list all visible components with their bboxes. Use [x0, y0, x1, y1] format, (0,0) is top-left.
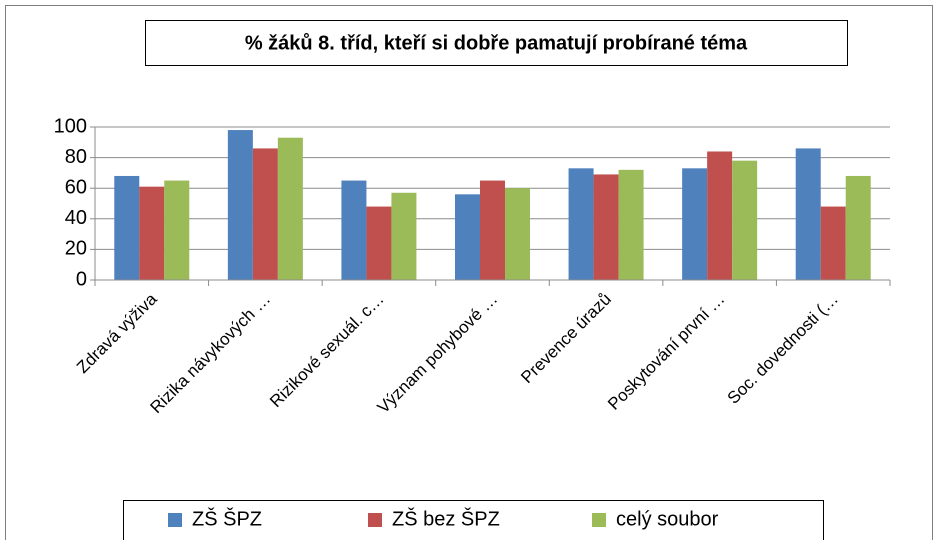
bar — [455, 194, 480, 280]
legend-swatch — [592, 513, 606, 527]
bar — [480, 180, 505, 280]
bar — [164, 180, 190, 280]
y-tick-label: 40 — [65, 207, 87, 229]
legend-swatch — [368, 513, 382, 527]
bar — [391, 192, 417, 280]
bar — [593, 174, 619, 280]
bar — [845, 175, 871, 280]
legend-swatch — [168, 513, 182, 527]
bar — [277, 137, 303, 280]
bar — [568, 168, 594, 280]
bar — [682, 168, 708, 280]
bar — [795, 148, 821, 280]
bar — [505, 188, 530, 280]
y-tick-label: 100 — [54, 115, 87, 137]
bar — [366, 206, 392, 280]
bar — [252, 148, 278, 280]
y-tick-label: 0 — [76, 268, 87, 290]
bar — [114, 175, 140, 280]
bar — [820, 206, 846, 280]
legend-label: ZŠ bez ŠPZ — [392, 507, 500, 530]
y-tick-label: 20 — [65, 238, 87, 260]
bar — [732, 160, 758, 280]
y-tick-label: 60 — [65, 176, 87, 198]
chart-title: % žáků 8. tříd, kteří si dobře pamatují … — [245, 32, 748, 54]
title-box — [145, 20, 848, 66]
legend-label: celý soubor — [616, 508, 719, 530]
bar — [707, 151, 733, 280]
bar — [341, 180, 367, 280]
y-tick-label: 80 — [65, 146, 87, 168]
legend-label: ZŠ ŠPZ — [192, 507, 262, 530]
bar — [618, 169, 644, 280]
bar — [139, 186, 165, 280]
bar — [227, 130, 253, 280]
